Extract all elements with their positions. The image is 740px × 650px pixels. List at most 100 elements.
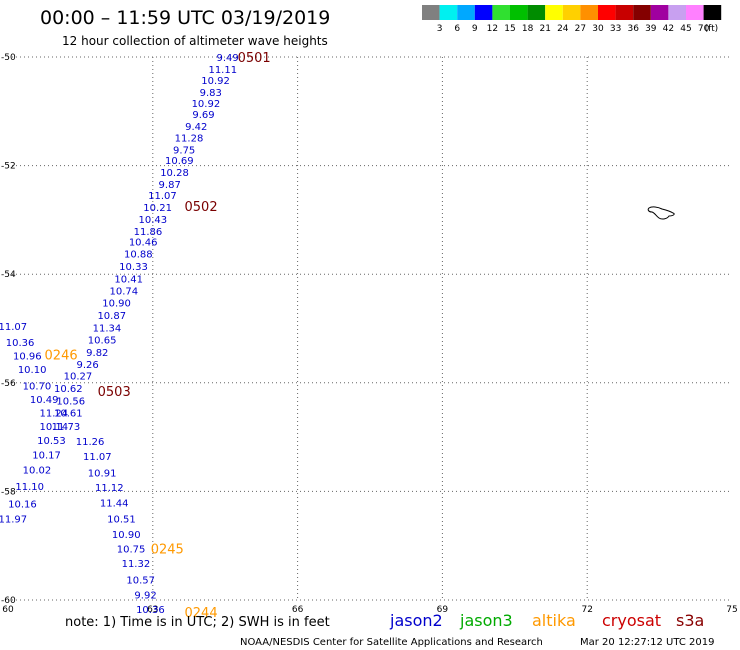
- color-swatch: [474, 5, 493, 20]
- wave-height-label: 10.51: [107, 515, 136, 526]
- color-swatch: [492, 5, 510, 20]
- color-swatch: [527, 5, 546, 20]
- color-swatch: [650, 5, 669, 20]
- pass-time-label: 0246: [45, 349, 78, 364]
- wave-height-label: 9.82: [86, 348, 108, 359]
- wave-height-label: 10.02: [23, 466, 52, 477]
- footer-timestamp: Mar 20 12:27:12 UTC 2019: [580, 637, 715, 648]
- color-swatch: [686, 5, 704, 20]
- footer-note: note: 1) Time is in UTC; 2) SWH is in fe…: [65, 615, 330, 630]
- color-swatch: [510, 5, 528, 20]
- wave-height-label: 10.92: [192, 99, 221, 110]
- color-tick-label: 6: [454, 24, 460, 34]
- wave-height-label: 9.26: [77, 360, 99, 371]
- wave-height-label: 10.43: [138, 215, 167, 226]
- wave-height-label: 10.74: [110, 286, 139, 297]
- legend-item-s3a: s3a: [676, 611, 704, 630]
- wave-height-label: 10.90: [112, 530, 141, 541]
- wave-height-label: 10.65: [88, 335, 117, 346]
- wave-height-label: 10.70: [23, 382, 52, 393]
- color-tick-label: 3: [437, 24, 443, 34]
- x-tick-label: 63: [147, 605, 158, 615]
- wave-height-label: 10.41: [114, 275, 143, 286]
- legend-item-jason3: jason3: [459, 611, 513, 630]
- wave-height-label: 10.88: [124, 250, 153, 261]
- wave-height-label: 11.24: [40, 409, 69, 420]
- color-tick-label: 70: [698, 24, 710, 34]
- y-tick-label: -52: [1, 162, 16, 172]
- y-tick-label: -50: [1, 53, 16, 63]
- wave-height-label: 11.12: [95, 483, 124, 494]
- color-tick-label: 36: [627, 24, 639, 34]
- wave-height-label: 10.53: [37, 436, 66, 447]
- color-swatch: [580, 5, 598, 20]
- pass-time-label: 0501: [238, 51, 271, 66]
- island-outline: [647, 206, 675, 220]
- y-tick-label: -58: [1, 487, 16, 497]
- wave-height-label: 10.27: [64, 372, 93, 383]
- x-tick-label: 72: [581, 605, 592, 615]
- wave-height-label: 10.16: [8, 499, 37, 510]
- wave-height-label: 9.69: [192, 110, 214, 121]
- color-swatch: [439, 5, 458, 20]
- wave-height-label: 10.57: [126, 575, 155, 586]
- wave-height-label: 11.11: [208, 65, 237, 76]
- wave-height-label: 10.62: [54, 384, 83, 395]
- plot-grid: [8, 56, 732, 601]
- color-swatch: [545, 5, 563, 20]
- wave-height-label: 10.36: [6, 338, 35, 349]
- wave-height-label: 11.32: [122, 559, 151, 570]
- color-tick-label: 12: [487, 24, 498, 34]
- color-tick-label: 45: [680, 24, 691, 34]
- color-unit-label: (ft): [705, 24, 719, 34]
- color-swatch: [422, 5, 440, 20]
- wave-height-label: 11.73: [52, 422, 81, 433]
- wave-height-label: 9.92: [134, 591, 156, 602]
- pass-time-labels: 0501 0502 0503 0246 0245 0244: [45, 51, 271, 621]
- y-tick-label: -54: [1, 270, 16, 280]
- color-tick-label: 9: [472, 24, 478, 34]
- wave-height-label: 10.69: [165, 156, 194, 167]
- color-swatch: [615, 5, 634, 20]
- wave-height-label: 10.90: [102, 298, 131, 309]
- color-tick-label: 33: [610, 24, 621, 34]
- color-tick-label: 39: [645, 24, 657, 34]
- x-tick-label: 66: [292, 605, 304, 615]
- color-tick-label: 21: [539, 24, 550, 34]
- color-tick-label: 15: [504, 24, 515, 34]
- wave-height-label: 11.07: [148, 191, 177, 202]
- wave-height-label: 10.10: [18, 365, 47, 376]
- wave-height-label: 11.07: [0, 322, 27, 333]
- color-scale-legend: 3 6 9 12 15 18 21 24 27 30 33 36 39 42 45 70(ft): [422, 5, 722, 34]
- color-swatch: [457, 5, 475, 20]
- wave-height-label: 9.75: [173, 145, 195, 156]
- pass-time-label: 0245: [151, 542, 184, 557]
- pass-time-label: 0503: [98, 385, 131, 400]
- wave-height-label: 10.36: [136, 605, 165, 616]
- y-tick-label: -60: [1, 596, 16, 606]
- wave-height-label: 11.86: [134, 227, 163, 238]
- color-tick-label: 24: [557, 24, 569, 34]
- plot-axes: 60 63 66 69 72 75 -50 -52 -54 -56 -58 -60: [1, 53, 738, 615]
- x-tick-label: 60: [2, 605, 14, 615]
- wave-height-label: 11.10: [15, 482, 44, 493]
- color-tick-label: 27: [575, 24, 586, 34]
- wave-height-label: 10.14: [40, 422, 69, 433]
- wave-height-label: 10.21: [143, 203, 172, 214]
- legend-item-jason2: jason2: [389, 611, 443, 630]
- x-tick-label: 75: [726, 605, 737, 615]
- color-swatch: [668, 5, 686, 20]
- y-tick-label: -56: [1, 379, 16, 389]
- color-swatch: [598, 5, 616, 20]
- wave-height-label: 11.07: [83, 452, 112, 463]
- wave-height-label: 9.83: [200, 88, 222, 99]
- wave-height-label: 11.26: [76, 437, 105, 448]
- color-swatch: [562, 5, 581, 20]
- wave-height-label: 10.46: [129, 238, 158, 249]
- satellite-legend: jason2 jason3 altika cryosat s3a: [389, 611, 704, 630]
- wave-height-label: 9.49: [216, 53, 238, 64]
- wave-height-label: 10.61: [54, 409, 83, 420]
- wave-height-label: 10.49: [30, 395, 59, 406]
- wave-height-label: 10.75: [117, 544, 146, 555]
- footer-credit: NOAA/NESDIS Center for Satellite Applica…: [240, 637, 543, 648]
